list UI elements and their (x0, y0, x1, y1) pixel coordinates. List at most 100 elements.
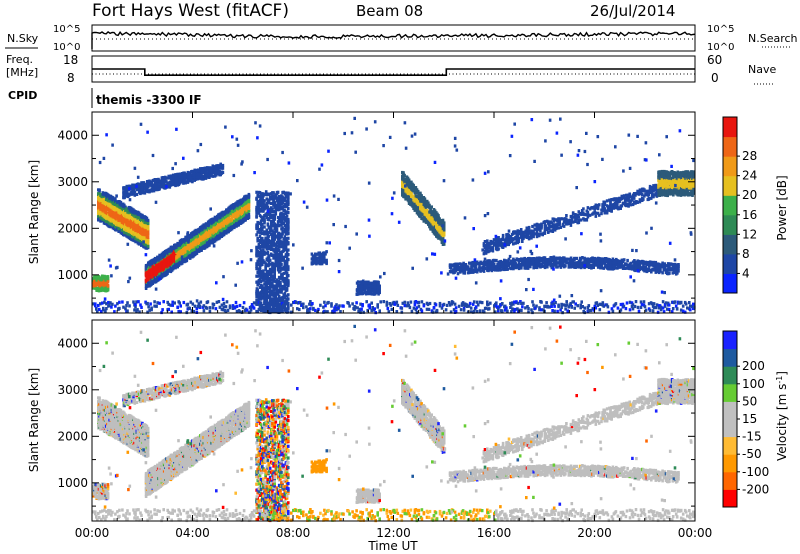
power-echo-cell (481, 267, 485, 271)
power-echo-cell (579, 266, 583, 270)
power-echo-cell (661, 271, 664, 275)
power-echo-cell (168, 180, 172, 184)
power-echo-cell (583, 213, 586, 217)
power-echo-cell (496, 268, 499, 272)
power-echo-cell (411, 195, 414, 199)
cpid-row: CPID themis -3300 IF (8, 88, 202, 108)
power-echo-cell (521, 239, 524, 243)
power-echo-cell (644, 260, 647, 264)
power-echo-cell (507, 257, 511, 261)
power-echo-cell (590, 266, 593, 270)
power-echo-cell (609, 263, 612, 267)
power-echo-cell (532, 262, 535, 266)
power-echo-cell (97, 275, 101, 279)
power-echo-cell (430, 210, 433, 214)
power-echo-cell (543, 256, 547, 260)
power-echo-cell (677, 263, 680, 267)
power-echo-cell (611, 257, 615, 261)
power-echo-cell (449, 266, 453, 270)
power-echo-cell (535, 259, 539, 263)
power-echo-cell (526, 266, 530, 270)
power-echo-cell (127, 192, 131, 196)
power-echo-cell (654, 260, 658, 265)
power-echo-cell (499, 239, 503, 244)
power-echo-cell (645, 263, 649, 267)
power-echo-cell (488, 268, 491, 272)
power-echo-cell (195, 170, 199, 174)
power-echo-cell (479, 266, 482, 270)
power-echo-cell (165, 180, 168, 184)
power-echo-cell (617, 206, 620, 210)
power-echo-cell (582, 207, 585, 211)
power-echo-cell (519, 234, 523, 238)
power-echo-cell (603, 200, 607, 204)
power-echo-cell (209, 174, 212, 178)
power-echo-cell (515, 257, 519, 261)
power-echo-cell (247, 215, 251, 219)
power-echo-cell (547, 262, 550, 266)
power-echo-cell (197, 232, 201, 236)
power-echo-cell (630, 267, 634, 271)
power-echo-cell (442, 242, 446, 246)
power-echo-cell (638, 264, 642, 268)
power-echo-cell (124, 205, 127, 209)
power-echo-cell (464, 263, 468, 267)
power-echo-cell (491, 240, 495, 244)
noise-panel: N.Sky 10^5 10^0 10^5 10^0 N.Search (5, 24, 798, 53)
power-echo-cell (221, 166, 225, 170)
power-echo-cell (564, 264, 567, 268)
power-echo-cell (104, 210, 108, 214)
power-echo-cell (146, 235, 150, 239)
power-echo-cell (402, 171, 405, 175)
freq-label-line2: [MHz] (6, 66, 38, 79)
power-echo-cell (519, 230, 523, 234)
power-echo-cell (146, 241, 150, 245)
frequency-panel: Freq. [MHz] 18 8 60 0 Nave (6, 53, 776, 85)
power-echo-cell (674, 263, 678, 267)
power-echo-cell (247, 192, 251, 197)
power-echo-cell (581, 256, 584, 260)
power-echo-cell (527, 225, 531, 230)
power-echo-cell (632, 196, 636, 200)
power-echo-cell (663, 262, 667, 266)
power-echo-cell (433, 209, 437, 213)
power-echo-cell (506, 239, 509, 244)
power-echo-cell (537, 262, 540, 266)
power-echo-cell (218, 169, 221, 173)
power-echo-cell (442, 221, 446, 225)
power-echo-cell (472, 261, 476, 265)
power-echo-cell (479, 269, 482, 273)
power-echo-cell (199, 245, 202, 249)
power-echo-cell (492, 238, 496, 242)
power-echo-cell (488, 249, 491, 253)
power-echo-cell (419, 191, 422, 195)
power-echo-cell (179, 180, 183, 184)
power-echo-cell (423, 197, 427, 201)
power-echo-cell (486, 239, 489, 243)
power-echo-cell (407, 178, 411, 182)
power-echo-cell (556, 265, 559, 269)
power-echo-cell (412, 189, 415, 193)
power-echo-cell (629, 265, 633, 269)
power-echo-cell (597, 203, 601, 207)
power-echo-cell (650, 260, 653, 264)
power-echo-cell (498, 265, 502, 269)
power-echo-cell (166, 176, 169, 180)
power-echo-cell (671, 262, 675, 267)
power-echo-cell (438, 217, 441, 221)
power-echo-cell (594, 214, 598, 218)
power-echo-cell (543, 263, 547, 267)
power-echo-cell (517, 262, 521, 266)
date-label: 26/Jul/2014 (590, 2, 675, 20)
power-echo-cell (227, 215, 230, 219)
noise-left-tick-bottom: 10^0 (53, 42, 80, 53)
power-echo-cell (613, 197, 617, 201)
power-echo-cell (535, 222, 539, 226)
freq-left-tick-top: 18 (63, 53, 78, 67)
power-echo-cell (247, 198, 251, 202)
power-echo-cell (506, 260, 509, 264)
power-echo-cell (125, 184, 129, 188)
power-echo-cell (420, 194, 423, 198)
power-echo-cell (659, 269, 662, 273)
